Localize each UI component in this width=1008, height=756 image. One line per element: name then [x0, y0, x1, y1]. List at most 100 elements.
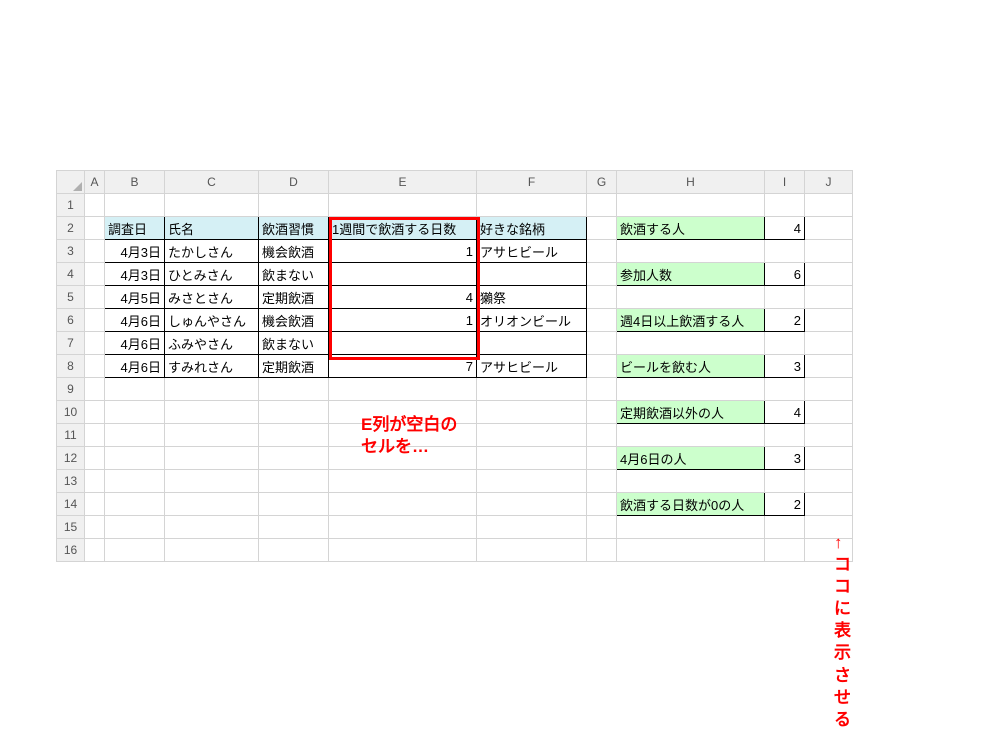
cell-J5[interactable] — [805, 286, 853, 309]
cell-B1[interactable] — [105, 194, 165, 217]
cell-D9[interactable] — [259, 378, 329, 401]
cell-F15[interactable] — [477, 516, 587, 539]
cell-I7[interactable] — [765, 332, 805, 355]
cell-H4[interactable]: 参加人数 — [617, 263, 765, 286]
cell-A7[interactable] — [85, 332, 105, 355]
row-header-10[interactable]: 10 — [57, 401, 85, 424]
cell-D14[interactable] — [259, 493, 329, 516]
cell-E15[interactable] — [329, 516, 477, 539]
row-header-9[interactable]: 9 — [57, 378, 85, 401]
cell-I1[interactable] — [765, 194, 805, 217]
cell-A11[interactable] — [85, 424, 105, 447]
cell-J13[interactable] — [805, 470, 853, 493]
cell-C9[interactable] — [165, 378, 259, 401]
cell-A2[interactable] — [85, 217, 105, 240]
cell-D4[interactable]: 飲まない — [259, 263, 329, 286]
cell-G14[interactable] — [587, 493, 617, 516]
cell-H5[interactable] — [617, 286, 765, 309]
cell-C6[interactable]: しゅんやさん — [165, 309, 259, 332]
cell-B2[interactable]: 調査日 — [105, 217, 165, 240]
cell-F2[interactable]: 好きな銘柄 — [477, 217, 587, 240]
cell-C4[interactable]: ひとみさん — [165, 263, 259, 286]
cell-A10[interactable] — [85, 401, 105, 424]
col-header-E[interactable]: E — [329, 171, 477, 194]
select-all-corner[interactable] — [57, 171, 85, 194]
cell-A13[interactable] — [85, 470, 105, 493]
cell-B13[interactable] — [105, 470, 165, 493]
col-header-A[interactable]: A — [85, 171, 105, 194]
row-header-15[interactable]: 15 — [57, 516, 85, 539]
row-header-7[interactable]: 7 — [57, 332, 85, 355]
row-header-2[interactable]: 2 — [57, 217, 85, 240]
cell-H14[interactable]: 飲酒する日数が0の人 — [617, 493, 765, 516]
cell-J12[interactable] — [805, 447, 853, 470]
cell-C5[interactable]: みさとさん — [165, 286, 259, 309]
cell-I12[interactable]: 3 — [765, 447, 805, 470]
cell-D3[interactable]: 機会飲酒 — [259, 240, 329, 263]
cell-I8[interactable]: 3 — [765, 355, 805, 378]
cell-B4[interactable]: 4月3日 — [105, 263, 165, 286]
cell-G4[interactable] — [587, 263, 617, 286]
cell-J7[interactable] — [805, 332, 853, 355]
cell-G11[interactable] — [587, 424, 617, 447]
cell-C1[interactable] — [165, 194, 259, 217]
cell-I3[interactable] — [765, 240, 805, 263]
cell-F5[interactable]: 獺祭 — [477, 286, 587, 309]
cell-F6[interactable]: オリオンビール — [477, 309, 587, 332]
cell-J1[interactable] — [805, 194, 853, 217]
cell-D10[interactable] — [259, 401, 329, 424]
cell-B14[interactable] — [105, 493, 165, 516]
cell-H1[interactable] — [617, 194, 765, 217]
cell-E13[interactable] — [329, 470, 477, 493]
cell-C11[interactable] — [165, 424, 259, 447]
cell-I6[interactable]: 2 — [765, 309, 805, 332]
cell-E14[interactable] — [329, 493, 477, 516]
cell-D12[interactable] — [259, 447, 329, 470]
cell-F16[interactable] — [477, 539, 587, 562]
row-header-12[interactable]: 12 — [57, 447, 85, 470]
cell-E4[interactable] — [329, 263, 477, 286]
cell-J3[interactable] — [805, 240, 853, 263]
cell-B16[interactable] — [105, 539, 165, 562]
cell-H15[interactable] — [617, 516, 765, 539]
row-header-1[interactable]: 1 — [57, 194, 85, 217]
cell-H3[interactable] — [617, 240, 765, 263]
spreadsheet[interactable]: A B C D E F G H I J 12調査日氏名飲酒習慣1週間で飲酒する日… — [56, 170, 853, 562]
cell-C12[interactable] — [165, 447, 259, 470]
cell-E16[interactable] — [329, 539, 477, 562]
cell-A1[interactable] — [85, 194, 105, 217]
cell-C10[interactable] — [165, 401, 259, 424]
cell-F12[interactable] — [477, 447, 587, 470]
cell-H7[interactable] — [617, 332, 765, 355]
row-header-6[interactable]: 6 — [57, 309, 85, 332]
cell-G5[interactable] — [587, 286, 617, 309]
cell-H6[interactable]: 週4日以上飲酒する人 — [617, 309, 765, 332]
cell-E8[interactable]: 7 — [329, 355, 477, 378]
col-header-F[interactable]: F — [477, 171, 587, 194]
cell-C2[interactable]: 氏名 — [165, 217, 259, 240]
row-header-14[interactable]: 14 — [57, 493, 85, 516]
cell-F9[interactable] — [477, 378, 587, 401]
cell-E5[interactable]: 4 — [329, 286, 477, 309]
cell-B11[interactable] — [105, 424, 165, 447]
cell-A9[interactable] — [85, 378, 105, 401]
cell-A14[interactable] — [85, 493, 105, 516]
cell-G1[interactable] — [587, 194, 617, 217]
cell-E3[interactable]: 1 — [329, 240, 477, 263]
cell-C7[interactable]: ふみやさん — [165, 332, 259, 355]
cell-B5[interactable]: 4月5日 — [105, 286, 165, 309]
cell-G3[interactable] — [587, 240, 617, 263]
cell-H13[interactable] — [617, 470, 765, 493]
cell-A12[interactable] — [85, 447, 105, 470]
cell-D1[interactable] — [259, 194, 329, 217]
cell-I16[interactable] — [765, 539, 805, 562]
cell-D16[interactable] — [259, 539, 329, 562]
cell-H2[interactable]: 飲酒する人 — [617, 217, 765, 240]
cell-I5[interactable] — [765, 286, 805, 309]
cell-F8[interactable]: アサヒビール — [477, 355, 587, 378]
col-header-H[interactable]: H — [617, 171, 765, 194]
row-header-3[interactable]: 3 — [57, 240, 85, 263]
cell-I9[interactable] — [765, 378, 805, 401]
cell-D2[interactable]: 飲酒習慣 — [259, 217, 329, 240]
cell-C16[interactable] — [165, 539, 259, 562]
